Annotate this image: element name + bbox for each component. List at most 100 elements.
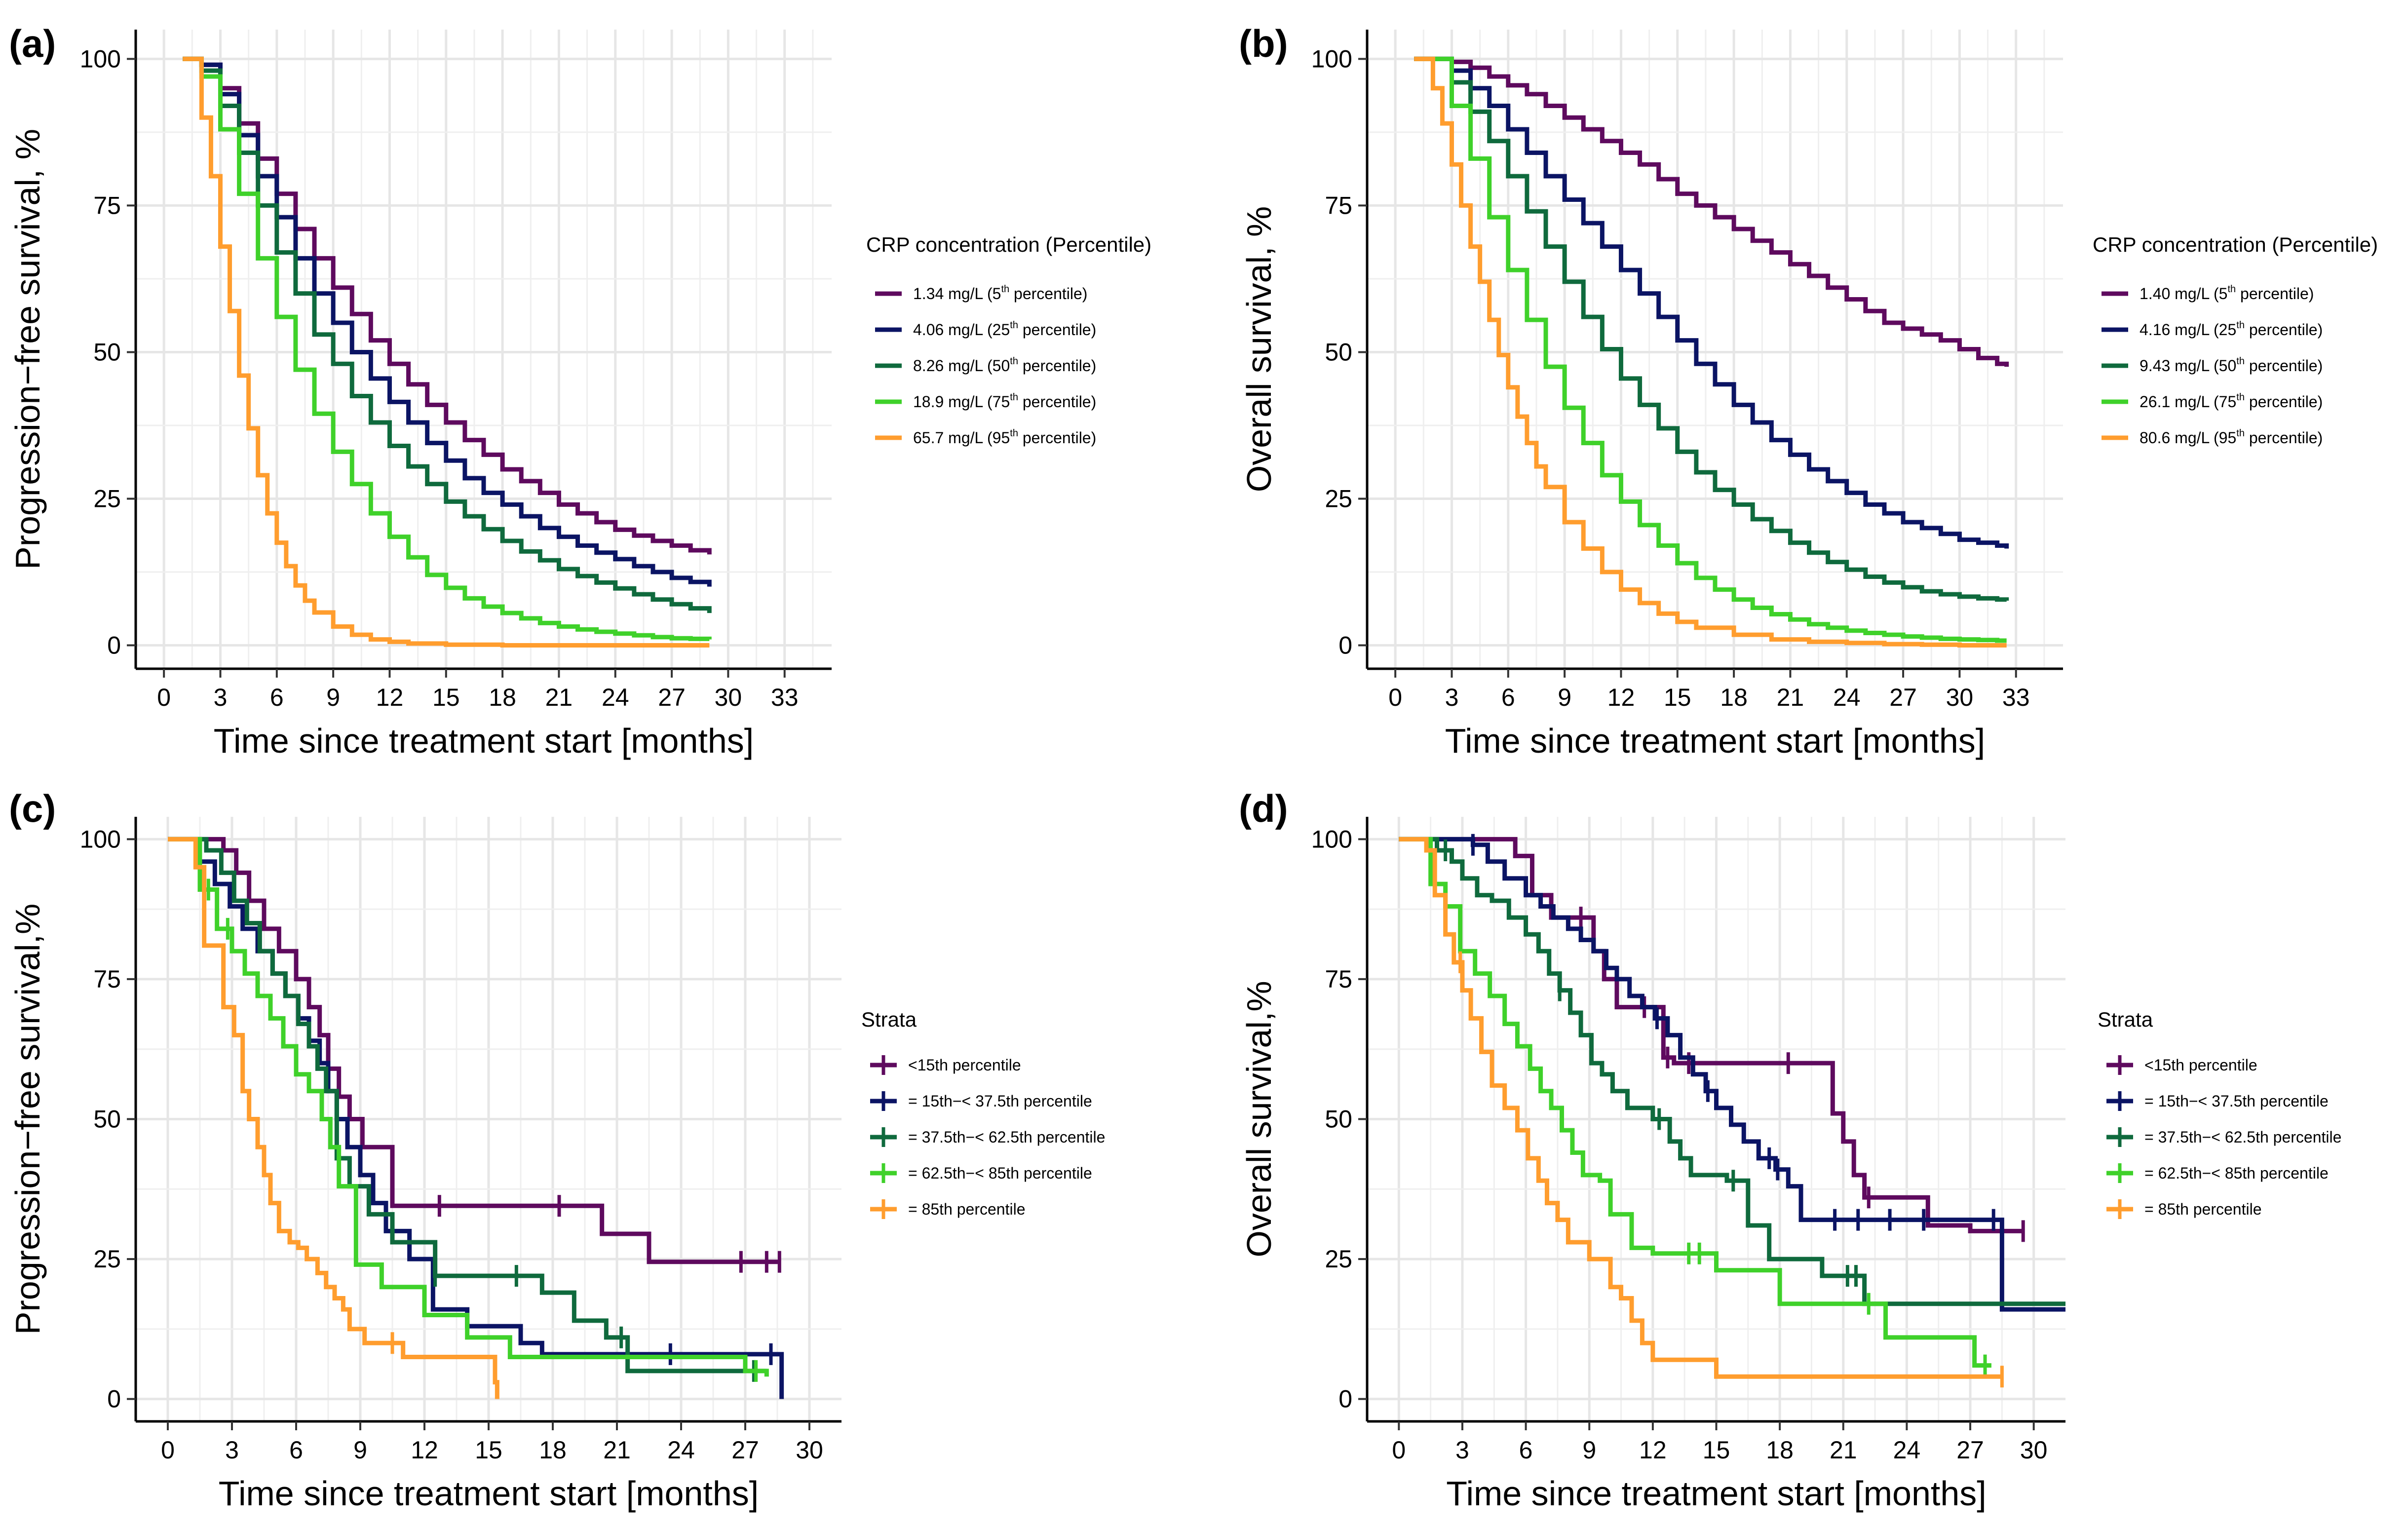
legend-label: 80.6 mg/L (95th percentile)	[2140, 428, 2323, 447]
panel-b: 0 3 6 9 12 15 18 21 24 27 30 33 0 25 50 75 100 Time since…	[1239, 22, 2378, 760]
series-line-4	[183, 56, 712, 641]
legend-title: Strata	[2098, 1008, 2153, 1031]
series-line-2	[1399, 837, 2065, 1312]
x-tick-label: 0	[1388, 684, 1402, 711]
x-tick-label: 9	[326, 684, 340, 711]
x-tick-label: 12	[411, 1436, 438, 1464]
legend: Strata <15th percentile = 15th−< 37.5th pe…	[861, 1008, 1105, 1219]
legend-label: = 62.5th−< 85th percentile	[908, 1164, 1092, 1182]
panel-label: (a)	[9, 22, 56, 65]
legend-label: 65.7 mg/L (95th percentile)	[913, 428, 1096, 447]
legend-item: <15th percentile	[2106, 1055, 2257, 1075]
legend-item: = 15th−< 37.5th percentile	[870, 1091, 1092, 1111]
series-line-2	[183, 56, 712, 587]
series-line-1	[1399, 837, 2024, 1233]
y-tick-label: 0	[107, 631, 121, 659]
legend-item: = 37.5th−< 62.5th percentile	[2106, 1127, 2341, 1147]
series-line-3	[183, 56, 712, 613]
legend-item: = 15th−< 37.5th percentile	[2106, 1091, 2329, 1111]
legend-label: = 15th−< 37.5th percentile	[2144, 1092, 2329, 1110]
legend-label: = 85th percentile	[2144, 1200, 2262, 1218]
x-tick-label: 15	[475, 1436, 502, 1464]
x-tick-label: 21	[1777, 684, 1804, 711]
x-tick-label: 9	[1558, 684, 1571, 711]
legend-label: 9.43 mg/L (50th percentile)	[2140, 356, 2323, 375]
legend-label: 1.40 mg/L (5th percentile)	[2140, 284, 2314, 303]
series-line-1	[1414, 56, 2009, 367]
legend-item: 8.26 mg/L (50th percentile)	[875, 356, 1096, 375]
x-tick-label: 27	[1889, 684, 1917, 711]
y-tick-label: 50	[93, 338, 121, 366]
legend-item: = 85th percentile	[2106, 1199, 2262, 1219]
legend-item: 1.34 mg/L (5th percentile)	[875, 284, 1087, 303]
x-tick-label: 6	[289, 1436, 303, 1464]
legend-item: 9.43 mg/L (50th percentile)	[2102, 356, 2323, 375]
panel-label: (b)	[1239, 22, 1288, 65]
x-tick-label: 6	[270, 684, 284, 711]
y-tick-label: 25	[1325, 485, 1352, 512]
x-tick-label: 21	[545, 684, 573, 711]
legend-label: 4.06 mg/L (25th percentile)	[913, 320, 1096, 339]
y-tick-label: 25	[1325, 1245, 1352, 1273]
x-tick-label: 21	[1830, 1436, 1857, 1464]
y-tick-label: 75	[93, 191, 121, 219]
legend-title: Strata	[861, 1008, 917, 1031]
panel-label: (c)	[9, 787, 56, 830]
y-axis-title: Overall survival, %	[1240, 206, 1278, 493]
legend-item: <15th percentile	[870, 1055, 1021, 1075]
legend-label: = 37.5th−< 62.5th percentile	[908, 1128, 1105, 1146]
series-line-2	[1414, 56, 2009, 549]
legend-item: 4.16 mg/L (25th percentile)	[2102, 320, 2323, 339]
series-line-5	[1414, 56, 2007, 648]
series-line-1	[183, 56, 712, 555]
legend-label: = 15th−< 37.5th percentile	[908, 1092, 1092, 1110]
x-tick-label: 30	[715, 684, 742, 711]
panel-c: 0 3 6 9 12 15 18 21 24 27 30 0 25 50 75 100 Time since t…	[8, 787, 1105, 1513]
x-tick-label: 3	[225, 1436, 239, 1464]
y-tick-label: 100	[1311, 45, 1352, 73]
series-line-3	[168, 837, 767, 1374]
legend-item: 26.1 mg/L (75th percentile)	[2102, 392, 2323, 411]
x-tick-label: 18	[489, 684, 516, 711]
series-line-4	[1414, 56, 2007, 643]
y-tick-label: 25	[93, 485, 121, 512]
legend-item: = 62.5th−< 85th percentile	[2106, 1163, 2329, 1183]
legend-item: 1.40 mg/L (5th percentile)	[2102, 284, 2314, 303]
x-tick-label: 9	[353, 1436, 367, 1464]
x-tick-label: 0	[1392, 1436, 1406, 1464]
legend-label: 1.34 mg/L (5th percentile)	[913, 284, 1087, 303]
series-line-4	[168, 837, 769, 1377]
y-tick-label: 50	[1325, 1106, 1352, 1133]
x-tick-label: 15	[1703, 1436, 1730, 1464]
x-tick-label: 33	[2002, 684, 2030, 711]
y-tick-label: 25	[93, 1245, 121, 1273]
y-tick-label: 75	[1325, 191, 1352, 219]
legend-item: = 62.5th−< 85th percentile	[870, 1163, 1092, 1183]
x-tick-label: 18	[1720, 684, 1748, 711]
x-tick-label: 3	[1445, 684, 1459, 711]
x-tick-label: 18	[539, 1436, 567, 1464]
x-tick-label: 27	[1956, 1436, 1984, 1464]
y-tick-label: 75	[1325, 965, 1352, 993]
legend-label: 4.16 mg/L (25th percentile)	[2140, 320, 2323, 339]
y-tick-label: 100	[80, 825, 121, 853]
y-tick-label: 100	[80, 45, 121, 73]
legend-item: 80.6 mg/L (95th percentile)	[2102, 428, 2323, 447]
series-line-3	[1414, 56, 2009, 602]
x-tick-label: 12	[1639, 1436, 1667, 1464]
x-tick-label: 6	[1501, 684, 1515, 711]
x-tick-label: 15	[1664, 684, 1691, 711]
legend-label: = 85th percentile	[908, 1200, 1026, 1218]
x-tick-label: 3	[214, 684, 228, 711]
legend-label: 8.26 mg/L (50th percentile)	[913, 356, 1096, 375]
legend: CRP concentration (Percentile) 1.34 mg/L…	[866, 233, 1151, 447]
legend-item: 4.06 mg/L (25th percentile)	[875, 320, 1096, 339]
legend-label: <15th percentile	[908, 1056, 1021, 1074]
x-tick-label: 30	[796, 1436, 823, 1464]
panel-a: 0 3 6 9 12 15 18 21 24 27 30 33 0 25 50 75 100 Time since…	[8, 22, 1151, 760]
x-tick-label: 30	[1946, 684, 1974, 711]
x-axis-title: Time since treatment start [months]	[214, 722, 754, 760]
legend: CRP concentration (Percentile) 1.40 mg/L…	[2093, 233, 2378, 447]
x-tick-label: 21	[603, 1436, 631, 1464]
